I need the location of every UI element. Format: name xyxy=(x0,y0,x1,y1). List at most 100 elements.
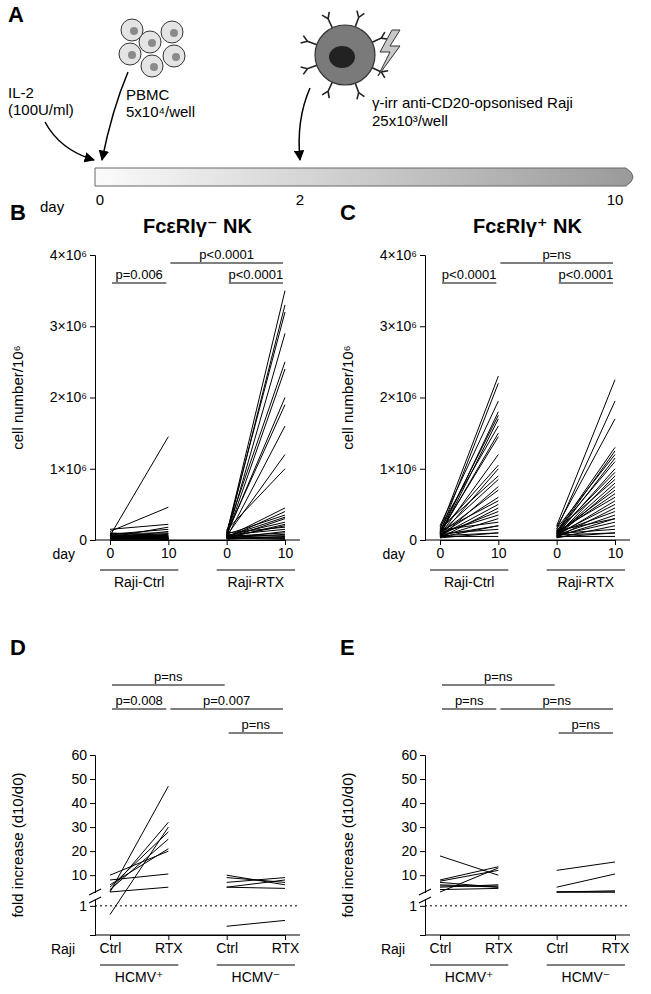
donor-line xyxy=(227,524,285,538)
donor-line xyxy=(557,472,615,532)
reference-line xyxy=(425,905,630,906)
donor-line xyxy=(110,536,168,539)
pbmc-nucleus xyxy=(172,53,180,61)
y-axis-title: fold increase (d10/d0) xyxy=(9,772,26,917)
y-tick-mark xyxy=(420,326,425,327)
bracket xyxy=(170,709,283,710)
donor-line xyxy=(110,537,168,539)
arrow xyxy=(45,122,94,160)
donor-line xyxy=(557,862,615,870)
donor-line xyxy=(227,538,285,539)
y-tick: 1 xyxy=(79,898,95,914)
p-value: p<0.0001 xyxy=(442,267,497,282)
raji-cell xyxy=(315,25,375,85)
x-tick: 10 xyxy=(608,540,624,561)
y-tick-mark xyxy=(420,540,425,541)
x-axis: 010010 xyxy=(437,540,624,561)
donor-line xyxy=(227,887,285,888)
axis-break-mark xyxy=(419,897,431,903)
plot-area xyxy=(110,291,285,540)
pbmc-nucleus xyxy=(170,29,178,37)
donor-line xyxy=(440,415,498,531)
donor-line xyxy=(557,533,615,535)
bracket xyxy=(112,709,166,710)
p-value: p=0.008 xyxy=(115,693,162,708)
donor-line xyxy=(440,497,498,535)
donor-line xyxy=(110,537,168,538)
donor-line xyxy=(227,291,285,535)
donor-line xyxy=(227,398,285,536)
donor-line xyxy=(557,487,615,537)
group-line xyxy=(430,570,508,571)
y-axis-line xyxy=(420,756,426,936)
x-tick: 10 xyxy=(161,540,177,561)
y-tick: 60 xyxy=(71,747,95,763)
donor-line xyxy=(227,536,285,539)
y-tick-mark xyxy=(90,875,95,876)
bracket xyxy=(442,685,555,686)
donor-line xyxy=(227,362,285,532)
donor-line xyxy=(440,487,498,538)
pbmc-cell xyxy=(121,19,143,41)
x-tick: 0 xyxy=(107,540,115,561)
y-tick-mark xyxy=(420,851,425,852)
x-tick-label: RTX xyxy=(155,940,183,956)
pbmc-cell xyxy=(161,21,183,43)
x-tick: 10 xyxy=(491,540,507,561)
x-axis-line xyxy=(441,541,616,546)
y-axis-line xyxy=(90,756,96,936)
y-tick-mark xyxy=(420,398,425,399)
p-value: p=0.007 xyxy=(203,693,250,708)
donor-line xyxy=(227,531,285,538)
pbmc-count: 5x10⁴/well xyxy=(126,103,195,120)
donor-line xyxy=(557,874,615,887)
donor-line xyxy=(440,512,498,535)
bracket xyxy=(112,283,166,284)
donor-line xyxy=(227,455,285,536)
group-line xyxy=(547,965,625,966)
y-tick: 1 xyxy=(409,898,425,914)
donor-line xyxy=(557,504,615,534)
x-axis-title: day xyxy=(52,546,75,562)
y-tick: 10 xyxy=(71,867,95,883)
panel-a: Aday0210IL-2(100U/ml)PBMC5x10⁴/wellγ-irr… xyxy=(8,2,633,215)
donor-line xyxy=(557,476,615,536)
group-line xyxy=(217,965,295,966)
x-tick-label: 0 xyxy=(553,545,561,561)
donor-line xyxy=(110,887,168,892)
donor-line xyxy=(227,526,285,537)
plot-area xyxy=(95,786,300,926)
pbmc-cell xyxy=(141,55,163,77)
raji-label: γ-irr anti-CD20-opsonised Raji xyxy=(372,94,573,111)
group-line xyxy=(547,570,625,571)
y-tick-label: 20 xyxy=(401,843,417,859)
y-tick-label: 1×10⁶ xyxy=(50,461,87,477)
y-tick-mark xyxy=(90,803,95,804)
y-tick-mark xyxy=(420,255,425,256)
donor-line xyxy=(110,537,168,539)
figure-svg: Aday0210IL-2(100U/ml)PBMC5x10⁴/wellγ-irr… xyxy=(0,0,651,994)
y-tick-mark xyxy=(90,326,95,327)
y-tick: 1×10⁶ xyxy=(50,461,95,477)
pbmc-cell xyxy=(163,45,185,67)
donor-line xyxy=(227,512,285,538)
bracket xyxy=(559,283,613,284)
axis-break-gap xyxy=(422,893,428,899)
plot-area xyxy=(440,376,615,538)
group-line xyxy=(100,965,178,966)
x-tick-label: RTX xyxy=(485,940,513,956)
panel-3: Efold increase (d10/d0)1102030405060Ctrl… xyxy=(339,635,630,985)
pbmc-nucleus xyxy=(130,27,138,35)
axis-break-gap xyxy=(92,893,98,899)
y-tick-mark xyxy=(90,469,95,470)
panel-letter: C xyxy=(340,200,356,225)
donor-line xyxy=(440,437,498,532)
donor-line xyxy=(440,882,498,887)
y-tick: 30 xyxy=(71,819,95,835)
donor-line xyxy=(440,508,498,538)
y-tick: 3×10⁶ xyxy=(380,318,425,334)
donor-line xyxy=(227,878,285,883)
donor-line xyxy=(110,537,168,538)
x-tick-label: RTX xyxy=(602,940,630,956)
y-tick-label: 4×10⁶ xyxy=(380,247,417,263)
